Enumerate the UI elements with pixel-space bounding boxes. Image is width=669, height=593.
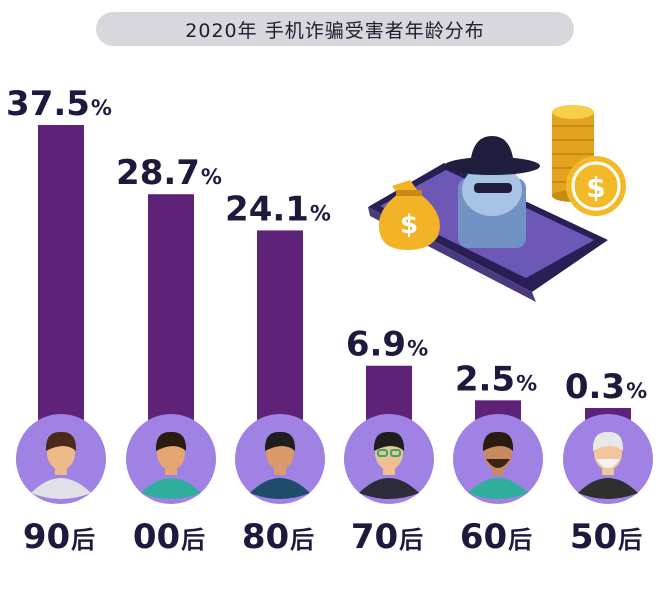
avatar-icon-3 <box>344 414 434 504</box>
bar-2 <box>257 230 303 430</box>
svg-text:$: $ <box>586 171 605 204</box>
bar-1 <box>148 194 194 430</box>
svg-text:$: $ <box>400 210 418 240</box>
money-bag-icon: $ <box>378 180 440 250</box>
category-label-0: 90后 <box>23 517 95 557</box>
avatar-icon-0 <box>16 414 106 504</box>
avatar-icon-4 <box>453 414 543 504</box>
category-label-2: 80后 <box>242 517 314 557</box>
data-label-2: 24.1% <box>225 189 331 229</box>
avatar-icon-1 <box>126 414 216 504</box>
coin-stack-icon: $ <box>552 105 626 216</box>
avatar-icon-2 <box>235 414 325 504</box>
chart-title: 2020年 手机诈骗受害者年龄分布 <box>185 19 485 42</box>
data-label-3: 6.9% <box>346 325 428 365</box>
data-label-4: 2.5% <box>455 359 537 399</box>
category-label-3: 70后 <box>351 517 423 557</box>
data-label-5: 0.3% <box>565 367 647 407</box>
data-label-1: 28.7% <box>116 153 222 193</box>
avatar-icon-5 <box>563 414 653 504</box>
category-label-5: 50后 <box>570 517 642 557</box>
bar-0 <box>38 125 84 430</box>
chart-title-pill: 2020年 手机诈骗受害者年龄分布 <box>96 12 574 46</box>
data-label-0: 37.5% <box>6 84 112 124</box>
category-label-1: 00后 <box>133 517 205 557</box>
category-label-4: 60后 <box>460 517 532 557</box>
